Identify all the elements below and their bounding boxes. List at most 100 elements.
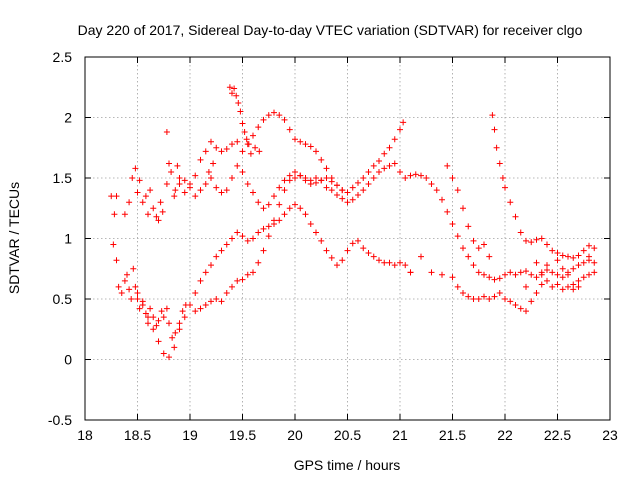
data-point	[136, 177, 143, 184]
data-point	[565, 283, 571, 290]
data-point	[234, 229, 241, 236]
data-point	[113, 193, 120, 200]
data-point	[250, 235, 256, 242]
data-point	[418, 253, 424, 260]
data-point	[554, 257, 561, 264]
series-late-21.5-22	[444, 112, 598, 261]
axis-ticks	[84, 56, 611, 421]
data-point	[355, 191, 361, 198]
data-point	[355, 237, 361, 244]
data-point	[376, 158, 382, 165]
data-point	[559, 252, 566, 259]
data-point	[554, 271, 561, 278]
data-point	[229, 141, 235, 148]
data-point	[168, 168, 175, 175]
data-point	[187, 184, 193, 191]
data-point	[376, 168, 382, 175]
data-point	[391, 262, 398, 269]
data-point	[313, 179, 319, 186]
data-point	[554, 281, 561, 288]
data-point	[182, 302, 189, 309]
data-point	[538, 281, 545, 288]
data-point	[218, 189, 225, 196]
data-point	[153, 213, 160, 220]
data-point	[286, 177, 293, 184]
data-point	[147, 305, 154, 312]
data-point	[544, 262, 550, 269]
data-point	[134, 189, 141, 196]
data-point	[402, 175, 409, 181]
data-point	[575, 283, 582, 290]
data-point	[255, 259, 262, 266]
data-point	[244, 237, 251, 244]
data-point	[163, 129, 170, 136]
data-point	[163, 181, 170, 188]
data-point	[365, 181, 372, 188]
data-point	[370, 253, 377, 260]
data-point	[276, 217, 283, 224]
data-point	[181, 189, 188, 196]
data-point	[460, 289, 466, 296]
data-point	[491, 276, 498, 283]
data-point	[502, 271, 508, 278]
data-point	[565, 253, 571, 260]
data-point	[591, 259, 598, 266]
data-point	[223, 241, 230, 248]
y-tick-label: 0	[64, 352, 72, 368]
data-point	[349, 240, 356, 247]
data-point	[172, 187, 179, 194]
data-point	[502, 296, 508, 302]
data-point	[223, 289, 230, 296]
data-point	[250, 189, 256, 196]
data-point	[565, 271, 571, 278]
data-point	[176, 181, 183, 188]
data-point	[234, 138, 241, 145]
data-point	[554, 250, 561, 257]
data-point	[454, 283, 461, 290]
data-point	[533, 259, 540, 266]
data-point	[159, 208, 166, 215]
data-point	[444, 208, 451, 215]
data-point	[575, 262, 582, 269]
data-point	[428, 181, 435, 188]
data-point	[580, 247, 587, 254]
data-point	[179, 308, 186, 315]
data-point	[210, 160, 217, 167]
data-point	[250, 269, 256, 276]
data-point	[486, 296, 493, 302]
data-point	[166, 160, 172, 167]
data-point	[197, 277, 204, 284]
data-point	[145, 320, 151, 327]
data-point	[202, 269, 209, 276]
series-spike-19.4	[226, 84, 263, 157]
data-point	[499, 175, 506, 181]
data-point	[208, 262, 214, 269]
data-point	[142, 193, 149, 200]
data-point	[239, 120, 246, 127]
data-point	[533, 289, 540, 296]
data-point	[172, 329, 179, 336]
data-point	[111, 211, 118, 218]
data-point	[339, 257, 346, 264]
data-point	[528, 271, 535, 278]
y-tick-label: -0.5	[48, 412, 72, 428]
y-tick-label: 0.5	[53, 291, 73, 307]
data-point	[517, 229, 524, 236]
data-point	[260, 225, 267, 232]
data-point	[260, 116, 267, 123]
x-tick-labels: 18 18.5 19 19.5 20 20.5 21 21.5 22 22.5 23	[77, 427, 618, 443]
data-point	[145, 314, 151, 321]
data-point	[334, 262, 340, 269]
data-point	[134, 296, 141, 302]
data-point	[244, 271, 251, 278]
data-point	[355, 179, 361, 186]
data-point	[549, 269, 556, 276]
data-point	[160, 314, 167, 321]
data-point	[586, 253, 592, 260]
data-point	[142, 310, 149, 317]
data-point	[323, 247, 330, 254]
data-point	[512, 271, 519, 278]
data-point	[328, 178, 335, 185]
data-point	[528, 239, 535, 246]
data-point	[213, 296, 220, 302]
